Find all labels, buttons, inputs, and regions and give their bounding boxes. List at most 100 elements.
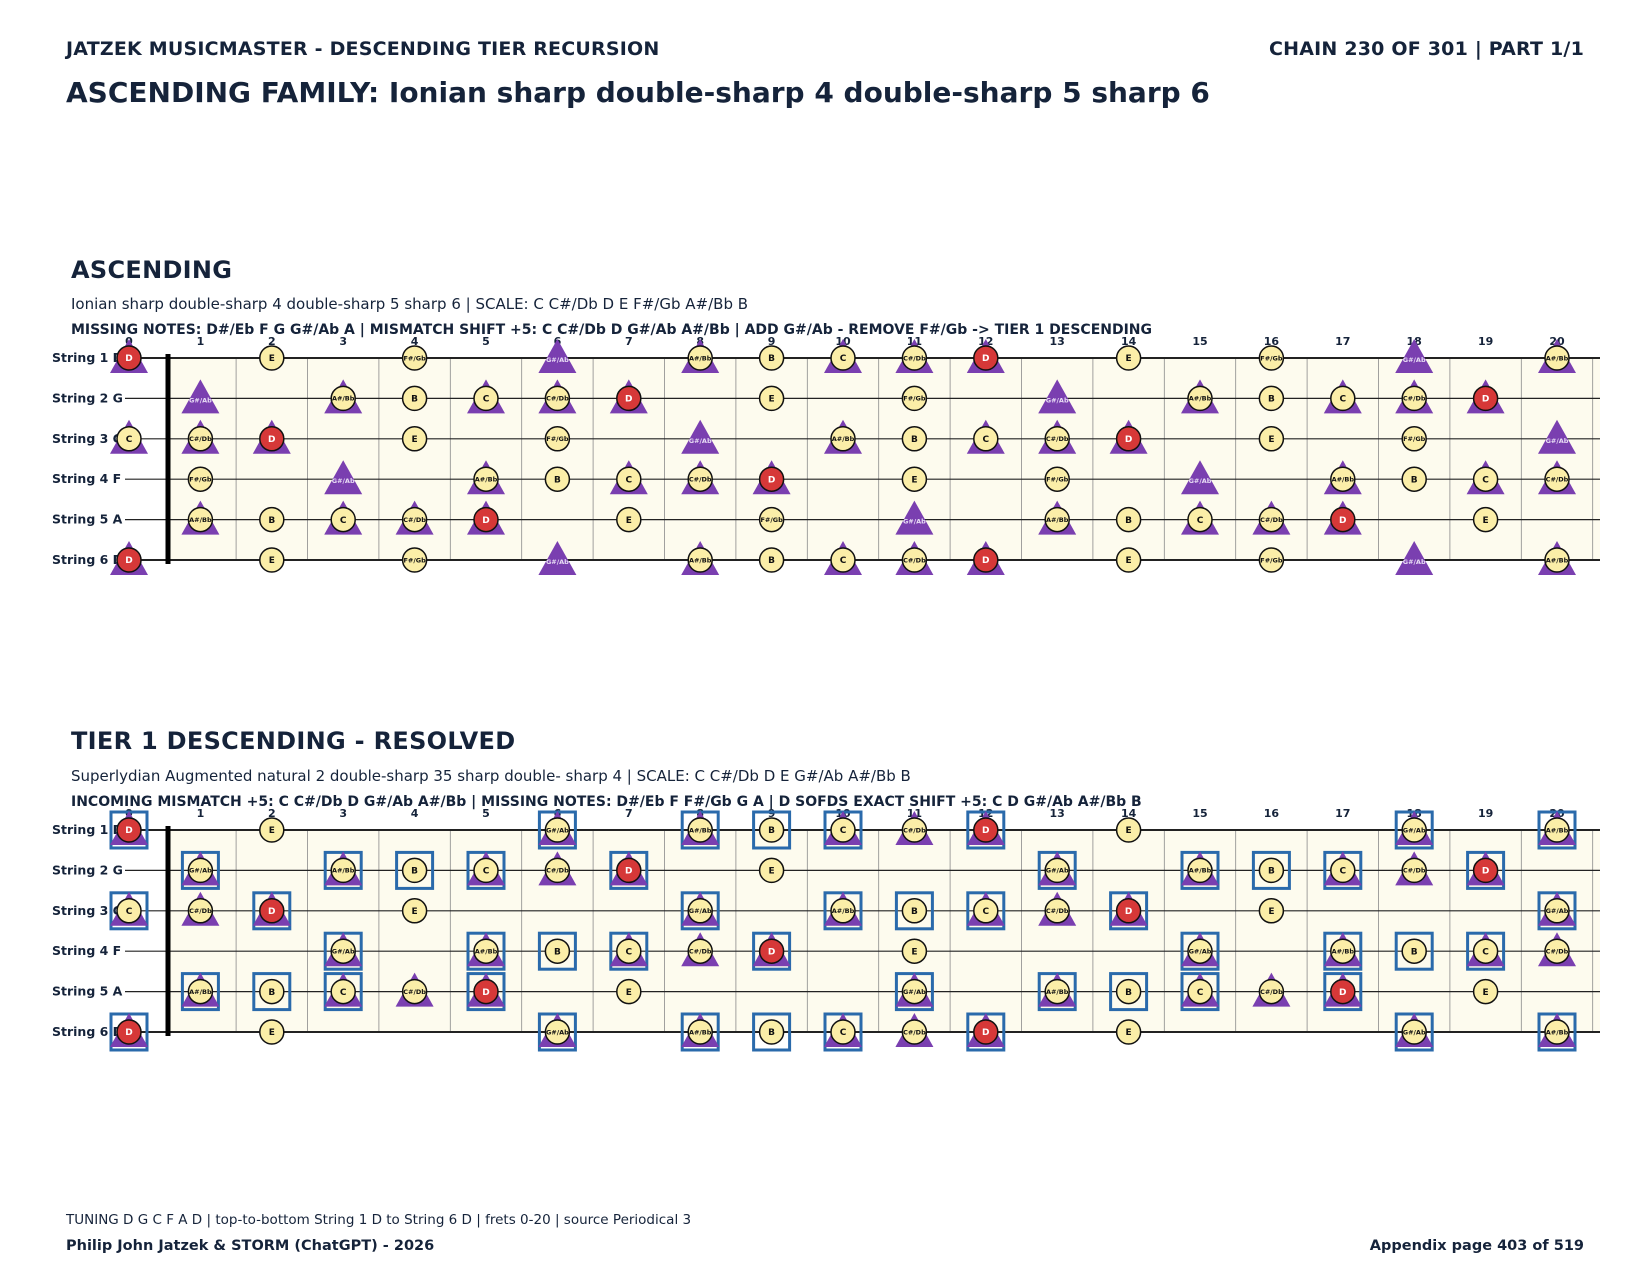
scale-note [544,857,571,884]
scale-note [973,426,999,452]
scale-note [901,1019,928,1045]
note-label: C#/Db [689,948,712,956]
fret-number: 13 [1050,807,1065,820]
fret-number: 19 [1478,807,1493,820]
match-box [894,891,934,931]
shift-triangle [895,500,934,535]
note-label: F#/Gb [1260,556,1283,564]
scale-note [1472,466,1499,492]
note-label: A#/Bb [832,907,855,915]
note-label: B [1125,988,1132,998]
scale-note [616,978,642,1005]
scale-note [1115,506,1142,533]
string-label: String 4 F [52,943,121,958]
scale-note [1187,938,1213,964]
tonic-note [758,938,785,964]
scale-note [758,345,785,371]
scale-note [616,466,642,492]
note-label: B [768,354,775,364]
match-box [395,850,435,890]
note-label: D [125,1028,132,1038]
scale-note [901,426,928,452]
scale-note [259,1019,285,1045]
scale-note [187,857,214,884]
note-label: C#/Db [403,516,426,524]
fret-number: 5 [482,335,490,348]
note-label: C#/Db [546,867,569,875]
note-label: F#/Gb [546,435,569,443]
scale-note [187,466,214,492]
scale-note [1187,857,1213,884]
note-label: A#/Bb [1546,1028,1569,1036]
fret-number: 16 [1264,335,1280,348]
note-label: E [269,354,275,364]
string-label: String 1 D [52,350,123,365]
scale-note [116,426,142,452]
note-label: F#/Gb [403,556,426,564]
tonic-note [1330,978,1356,1005]
triangle-note-label: G#/Ab [1403,356,1426,364]
section-title-tier1: TIER 1 DESCENDING - RESOLVED [71,727,516,755]
scale-note [187,978,214,1005]
note-label: A#/Bb [475,948,498,956]
scale-note [544,466,571,492]
scale-note [1115,547,1142,573]
string-label: String 5 A [52,512,123,527]
note-label: D [125,556,132,566]
note-label: D [482,516,489,526]
fret-number: 14 [1121,335,1137,348]
scale-note [901,466,928,492]
scale-note [901,978,928,1005]
scale-note [687,817,713,843]
note-label: A#/Bb [189,988,212,996]
tonic-note [973,817,999,843]
scale-note [901,547,928,573]
footer-tuning-line: TUNING D G C F A D | top-to-bottom Strin… [66,1212,692,1228]
note-label: A#/Bb [1546,826,1569,834]
note-label: A#/Bb [332,395,355,403]
scale-note [330,938,356,964]
note-label: A#/Bb [689,826,712,834]
note-label: F#/Gb [189,476,212,484]
scale-note [544,385,571,412]
scale-note [1258,978,1285,1005]
footer-author: Philip John Jatzek & STORM (ChatGPT) - 2… [66,1238,435,1254]
scale-note [1330,385,1356,412]
fret-number: 3 [339,335,347,348]
note-label: C#/Db [903,1028,926,1036]
tonic-note [1472,857,1499,884]
note-label: C#/Db [1260,988,1283,996]
fret-number: 14 [1121,807,1137,820]
note-label: G#/Ab [332,948,355,956]
tonic-note [1115,898,1142,924]
scale-note [473,385,499,412]
note-label: E [1126,354,1132,364]
note-label: A#/Bb [475,476,498,484]
note-label: G#/Ab [546,826,569,834]
tonic-note [973,345,999,371]
tonic-note [616,385,642,412]
shift-triangle [1395,541,1434,575]
note-label: C#/Db [1546,948,1569,956]
note-label: C#/Db [1046,435,1069,443]
note-label: G#/Ab [546,1028,569,1036]
tonic-note [259,898,285,924]
scale-note [330,506,356,533]
note-label: B [554,947,561,957]
note-label: C [1482,475,1489,485]
note-label: E [911,947,917,957]
scale-note [187,898,214,924]
fret-number: 1 [197,335,205,348]
note-label: C [126,907,133,917]
string-label: String 4 F [52,471,121,486]
note-label: C [1339,867,1346,877]
note-label: E [1268,435,1274,445]
string-label: String 2 G [52,390,123,405]
note-label: A#/Bb [689,354,712,362]
scale-note [1187,978,1213,1005]
scale-note [687,466,713,492]
scale-note [830,817,856,843]
scale-note [1544,547,1570,573]
match-box [1394,931,1434,971]
note-label: C#/Db [1046,907,1069,915]
